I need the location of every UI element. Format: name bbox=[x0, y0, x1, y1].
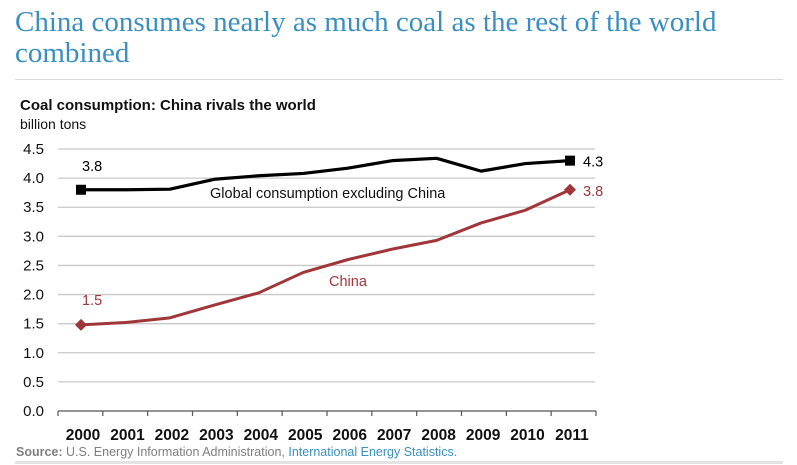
start-value-label: 1.5 bbox=[82, 293, 102, 309]
series-lines bbox=[75, 155, 576, 331]
square-marker bbox=[565, 155, 575, 166]
y-tick-label: 0.5 bbox=[23, 374, 44, 391]
y-tick-label: 4.5 bbox=[23, 141, 44, 158]
x-tick-label: 2011 bbox=[555, 427, 589, 444]
headline: China consumes nearly as much coal as th… bbox=[15, 6, 717, 69]
y-tick-label: 1.0 bbox=[23, 345, 44, 362]
x-axis: 2000 2001 2002 2003 2004 2005 2006 2007 2008 2009… bbox=[57, 410, 597, 444]
y-tick-label: 3.0 bbox=[23, 228, 44, 245]
footer-divider bbox=[15, 461, 783, 464]
x-tick-label: 2001 bbox=[110, 427, 145, 444]
source-text: U.S. Energy Information Administration, bbox=[62, 445, 289, 459]
series-labels: 3.8 4.3 1.5 3.8 Global consumption excluding… bbox=[82, 155, 603, 309]
y-tick-label: 2.5 bbox=[23, 257, 44, 274]
x-tick-label: 2004 bbox=[244, 427, 279, 444]
chart-title: Coal consumption: China rivals the world bbox=[20, 97, 316, 114]
x-tick-label: 2009 bbox=[466, 427, 501, 444]
source-note: Source: U.S. Energy Information Administ… bbox=[16, 445, 457, 459]
header-divider bbox=[15, 79, 783, 80]
gridlines bbox=[58, 148, 595, 383]
y-tick-label: 2.0 bbox=[23, 287, 44, 304]
end-value-label: 4.3 bbox=[583, 155, 603, 171]
china-series-line bbox=[80, 188, 571, 327]
x-tick-label: 2008 bbox=[421, 427, 456, 444]
x-tick-label: 2007 bbox=[377, 427, 411, 444]
y-tick-label: 1.5 bbox=[23, 316, 44, 333]
x-tick-label: 2003 bbox=[199, 427, 234, 444]
x-tick-label: 2005 bbox=[288, 427, 323, 444]
source-link[interactable]: International Energy Statistics bbox=[288, 445, 454, 459]
x-tick-label: 2002 bbox=[155, 427, 189, 444]
china-series-name-label: China bbox=[329, 274, 368, 290]
y-axis-unit-label: billion tons bbox=[20, 116, 87, 132]
diamond-marker bbox=[75, 318, 87, 331]
y-tick-label: 4.0 bbox=[23, 170, 44, 187]
y-axis-ticks: 0.0 0.5 1.0 1.5 2.0 2.5 3.0 3.5 4.0 4.5 bbox=[23, 141, 44, 420]
end-value-label: 3.8 bbox=[583, 184, 603, 200]
x-tick-label: 2010 bbox=[510, 427, 544, 444]
y-tick-label: 3.5 bbox=[23, 199, 44, 216]
start-value-label: 3.8 bbox=[82, 159, 102, 175]
x-tick-label: 2006 bbox=[332, 427, 367, 444]
global-series-name-label: Global consumption excluding China bbox=[210, 186, 446, 202]
diamond-marker bbox=[564, 183, 576, 196]
x-tick-label: 2000 bbox=[66, 427, 100, 444]
source-label: Source: bbox=[16, 445, 63, 459]
source-end: . bbox=[453, 445, 458, 459]
square-marker bbox=[76, 184, 86, 195]
global-series-line bbox=[81, 156, 571, 192]
y-tick-label: 0.0 bbox=[23, 403, 44, 420]
